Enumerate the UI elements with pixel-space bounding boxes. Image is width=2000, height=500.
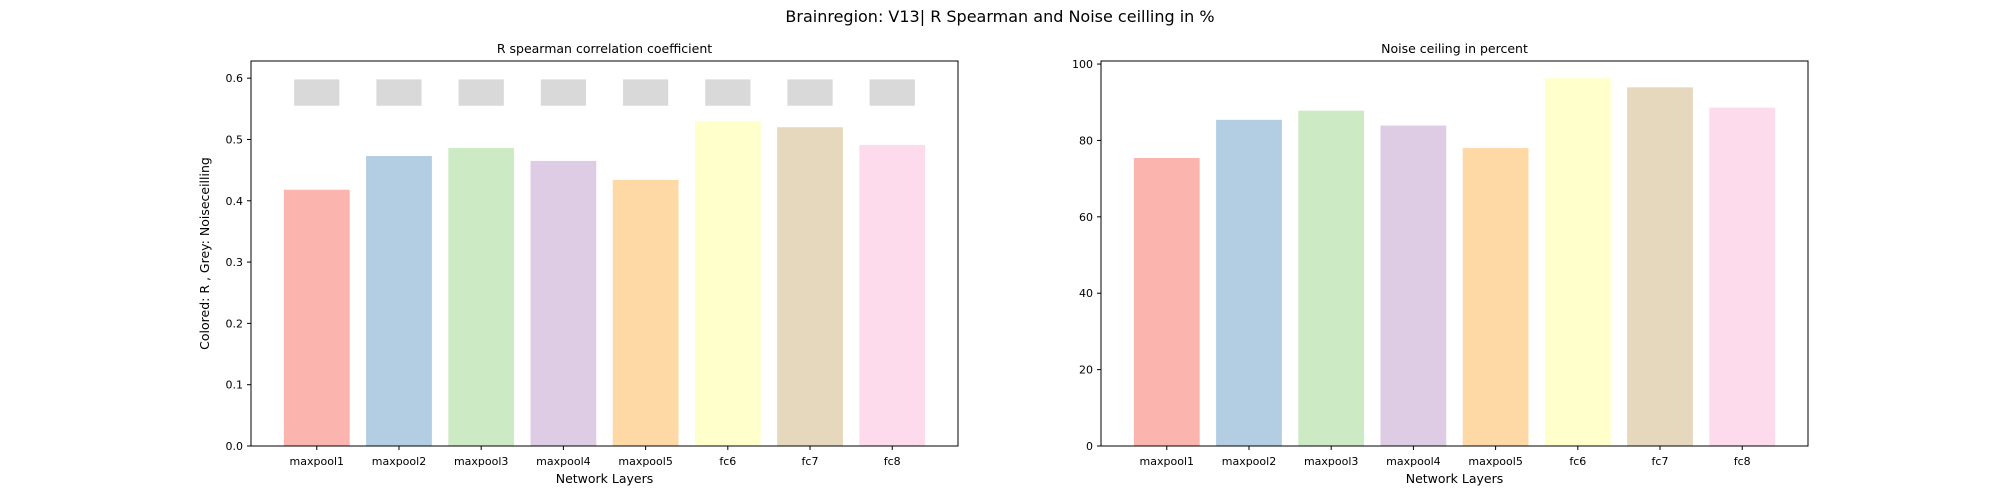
x-axis-label: Network Layers (1406, 471, 1504, 486)
subplot-title: R spearman correlation coefficient (497, 41, 712, 56)
y-tick-label: 60 (1079, 211, 1093, 224)
x-tick-label: fc6 (1569, 455, 1586, 468)
x-tick-label: maxpool2 (1222, 455, 1276, 468)
y-tick-label: 0 (1086, 440, 1093, 453)
x-tick-label: maxpool1 (290, 455, 344, 468)
x-axis-label: Network Layers (556, 471, 654, 486)
x-tick-label: maxpool5 (1468, 455, 1522, 468)
bar-fc8 (859, 144, 926, 446)
bar-fc8 (1709, 107, 1776, 446)
x-tick-label: maxpool4 (536, 455, 590, 468)
noise-ceiling-bar-fc7 (787, 79, 833, 106)
x-tick-label: maxpool3 (454, 455, 508, 468)
figure-title: Brainregion: V13| R Spearman and Noise c… (785, 7, 1214, 26)
noise-ceiling-bar-maxpool4 (540, 79, 587, 106)
y-tick-label: 80 (1079, 134, 1093, 147)
y-tick-label: 0.2 (226, 317, 244, 330)
x-tick-label: maxpool4 (1386, 455, 1440, 468)
bar-fc7 (777, 127, 843, 446)
y-tick-label: 0.6 (226, 72, 244, 85)
chart-r-spearman: R spearman correlation coefficient 0.0 0.1… (197, 41, 959, 486)
chart-noise-ceiling: Noise ceiling in percent 0 20 40 60 80 100 maxp… (1072, 41, 1809, 486)
noise-ceiling-bar-maxpool5 (622, 79, 669, 106)
y-tick-label: 0.5 (226, 133, 244, 146)
x-tick-label: fc6 (719, 455, 736, 468)
noise-ceiling-bar-maxpool3 (458, 79, 504, 106)
noise-ceiling-bar-fc6 (705, 79, 751, 106)
noise-ceiling-bar-fc8 (869, 79, 915, 106)
axes-frame (250, 60, 959, 447)
bar-maxpool5 (1462, 148, 1529, 447)
x-tick-label: maxpool3 (1304, 455, 1358, 468)
bar-maxpool4 (530, 160, 597, 446)
y-tick-label: 100 (1072, 58, 1093, 71)
x-tick-label: fc7 (802, 455, 819, 468)
x-tick-label: maxpool5 (618, 455, 672, 468)
x-tick-label: fc8 (884, 455, 901, 468)
noise-ceiling-bar-maxpool2 (376, 79, 422, 106)
bar-fc6 (1544, 78, 1611, 446)
y-tick-label: 0.1 (226, 379, 244, 392)
subplot-title: Noise ceiling in percent (1381, 41, 1528, 56)
bar-maxpool3 (1298, 110, 1365, 447)
bar-maxpool3 (448, 148, 515, 446)
x-tick-label: fc7 (1652, 455, 1669, 468)
bar-fc7 (1627, 87, 1693, 447)
x-tick-label: maxpool2 (372, 455, 426, 468)
bar-maxpool2 (366, 156, 432, 447)
bar-maxpool4 (1380, 125, 1447, 446)
y-tick-label: 0.3 (226, 256, 244, 269)
bar-fc6 (694, 121, 761, 446)
y-tick-label: 0.0 (226, 440, 244, 453)
noise-ceiling-bar-maxpool1 (294, 79, 340, 106)
bar-maxpool2 (1216, 119, 1282, 446)
bar-maxpool5 (612, 179, 679, 447)
y-tick-label: 40 (1079, 287, 1093, 300)
bar-maxpool1 (283, 189, 350, 446)
x-tick-label: fc8 (1734, 455, 1751, 468)
bar-maxpool1 (1133, 158, 1200, 446)
y-tick-label: 0.4 (226, 195, 244, 208)
axes-frame (1100, 60, 1809, 447)
y-axis-label: Colored: R , Grey: Noiseceilling (197, 157, 212, 350)
x-tick-label: maxpool1 (1140, 455, 1194, 468)
y-tick-label: 20 (1079, 364, 1093, 377)
